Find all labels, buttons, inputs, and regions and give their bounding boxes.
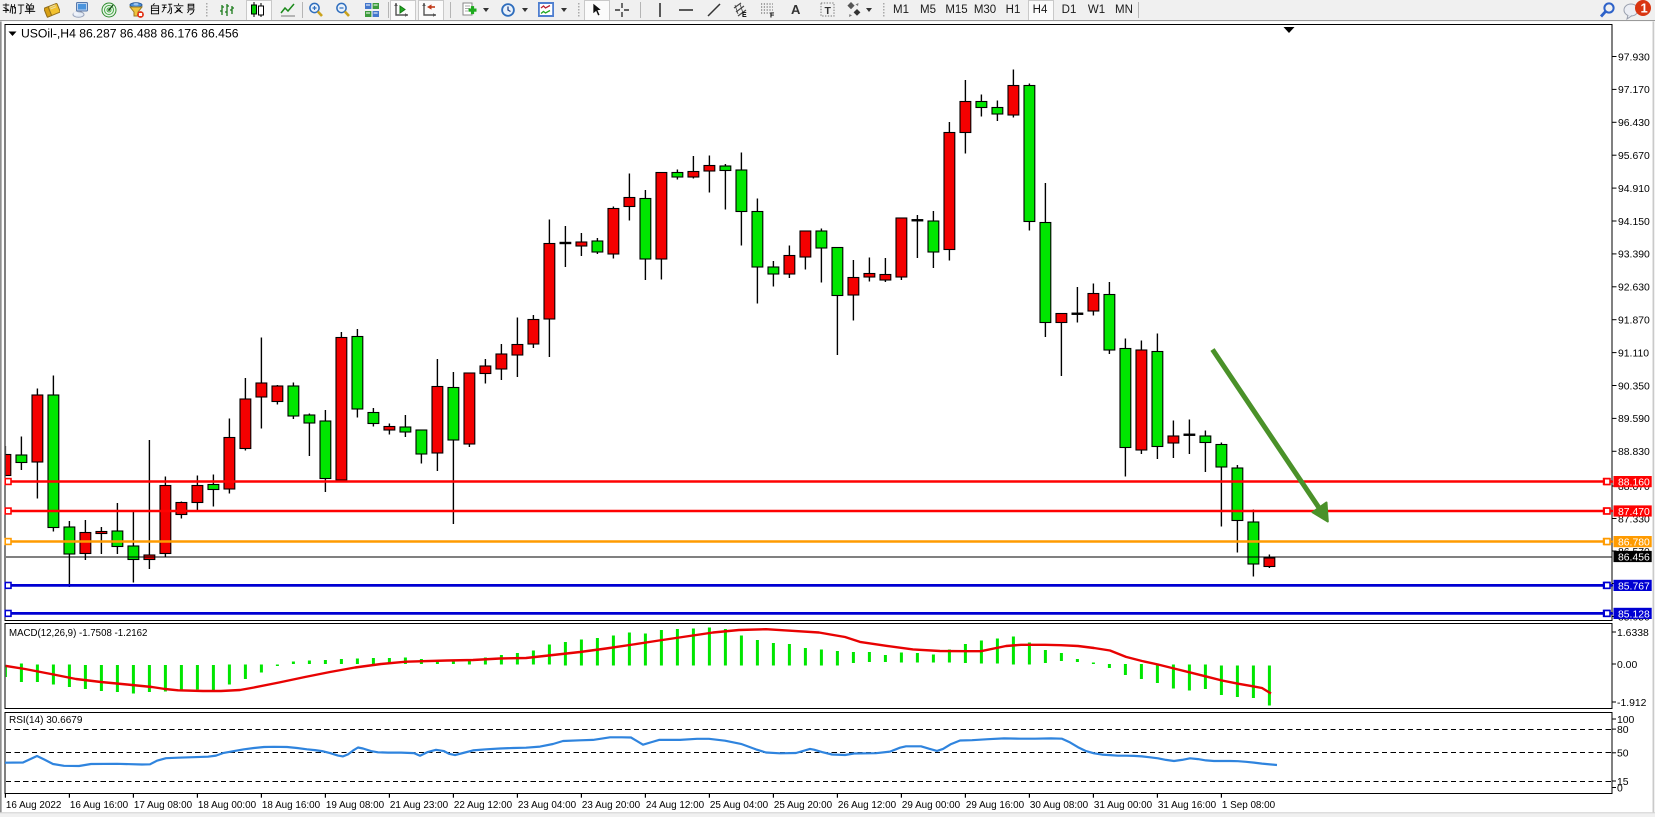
svg-text:E: E [742, 12, 747, 18]
svg-text:97.170: 97.170 [1618, 85, 1650, 96]
svg-text:RSI(14) 30.6679: RSI(14) 30.6679 [9, 715, 83, 726]
svg-text:18 Aug 00:00: 18 Aug 00:00 [198, 800, 257, 811]
svg-text:100: 100 [1617, 715, 1635, 726]
svg-text:29 Aug 16:00: 29 Aug 16:00 [966, 800, 1025, 811]
svg-text:94.150: 94.150 [1618, 217, 1650, 228]
svg-text:29 Aug 00:00: 29 Aug 00:00 [902, 800, 961, 811]
svg-text:1 Sep 08:00: 1 Sep 08:00 [1222, 800, 1276, 811]
svg-text:85.767: 85.767 [1618, 581, 1650, 592]
svg-text:25 Aug 20:00: 25 Aug 20:00 [774, 800, 833, 811]
svg-text:90.350: 90.350 [1618, 381, 1650, 392]
svg-text:91.110: 91.110 [1618, 348, 1649, 359]
svg-text:88.070: 88.070 [1618, 482, 1650, 493]
svg-text:96.430: 96.430 [1618, 118, 1650, 129]
svg-text:31 Aug 16:00: 31 Aug 16:00 [1158, 800, 1217, 811]
svg-text:88.160: 88.160 [1618, 478, 1650, 489]
svg-text:0.00: 0.00 [1617, 660, 1637, 671]
svg-text:0: 0 [1617, 783, 1623, 794]
svg-text:23 Aug 20:00: 23 Aug 20:00 [582, 800, 641, 811]
svg-text:T: T [825, 5, 832, 17]
svg-text:15: 15 [1617, 777, 1629, 788]
svg-text:18 Aug 16:00: 18 Aug 16:00 [262, 800, 321, 811]
svg-text:50: 50 [1617, 749, 1629, 760]
svg-text:USOil-,H4 86.287 86.488 86.17: USOil-,H4 86.287 86.488 86.176 86.456 [21, 27, 239, 41]
svg-text:16 Aug 2022: 16 Aug 2022 [6, 800, 61, 811]
svg-text:95.670: 95.670 [1618, 151, 1650, 162]
svg-text:30 Aug 08:00: 30 Aug 08:00 [1030, 800, 1089, 811]
svg-text:19 Aug 08:00: 19 Aug 08:00 [326, 800, 385, 811]
svg-text:26 Aug 12:00: 26 Aug 12:00 [838, 800, 897, 811]
svg-text:85.128: 85.128 [1618, 609, 1650, 620]
svg-text:1: 1 [1641, 1, 1648, 16]
svg-text:87.470: 87.470 [1618, 507, 1650, 518]
svg-text:MACD(12,26,9) -1.7508 -1.2162: MACD(12,26,9) -1.7508 -1.2162 [9, 628, 147, 639]
svg-text:21 Aug 23:00: 21 Aug 23:00 [390, 800, 449, 811]
svg-text:89.590: 89.590 [1618, 414, 1650, 425]
svg-text:87.330: 87.330 [1618, 514, 1650, 525]
svg-text:24 Aug 12:00: 24 Aug 12:00 [646, 800, 705, 811]
svg-text:92.630: 92.630 [1618, 283, 1650, 294]
svg-text:31 Aug 00:00: 31 Aug 00:00 [1094, 800, 1153, 811]
svg-text:23 Aug 04:00: 23 Aug 04:00 [518, 800, 577, 811]
svg-text:93.390: 93.390 [1618, 250, 1650, 261]
svg-text:-1.912: -1.912 [1617, 698, 1647, 709]
svg-text:25 Aug 04:00: 25 Aug 04:00 [710, 800, 769, 811]
svg-text:91.870: 91.870 [1618, 316, 1650, 327]
svg-text:97.930: 97.930 [1618, 52, 1650, 63]
svg-text:86.780: 86.780 [1618, 538, 1650, 549]
svg-text:17 Aug 08:00: 17 Aug 08:00 [134, 800, 193, 811]
svg-text:86.456: 86.456 [1618, 552, 1650, 563]
svg-text:16 Aug 16:00: 16 Aug 16:00 [70, 800, 129, 811]
svg-text:22 Aug 12:00: 22 Aug 12:00 [454, 800, 513, 811]
svg-text:88.830: 88.830 [1618, 447, 1650, 458]
svg-text:94.910: 94.910 [1618, 184, 1650, 195]
svg-text:1.6338: 1.6338 [1617, 628, 1649, 639]
svg-text:80: 80 [1617, 725, 1629, 736]
svg-text:F: F [770, 13, 775, 19]
